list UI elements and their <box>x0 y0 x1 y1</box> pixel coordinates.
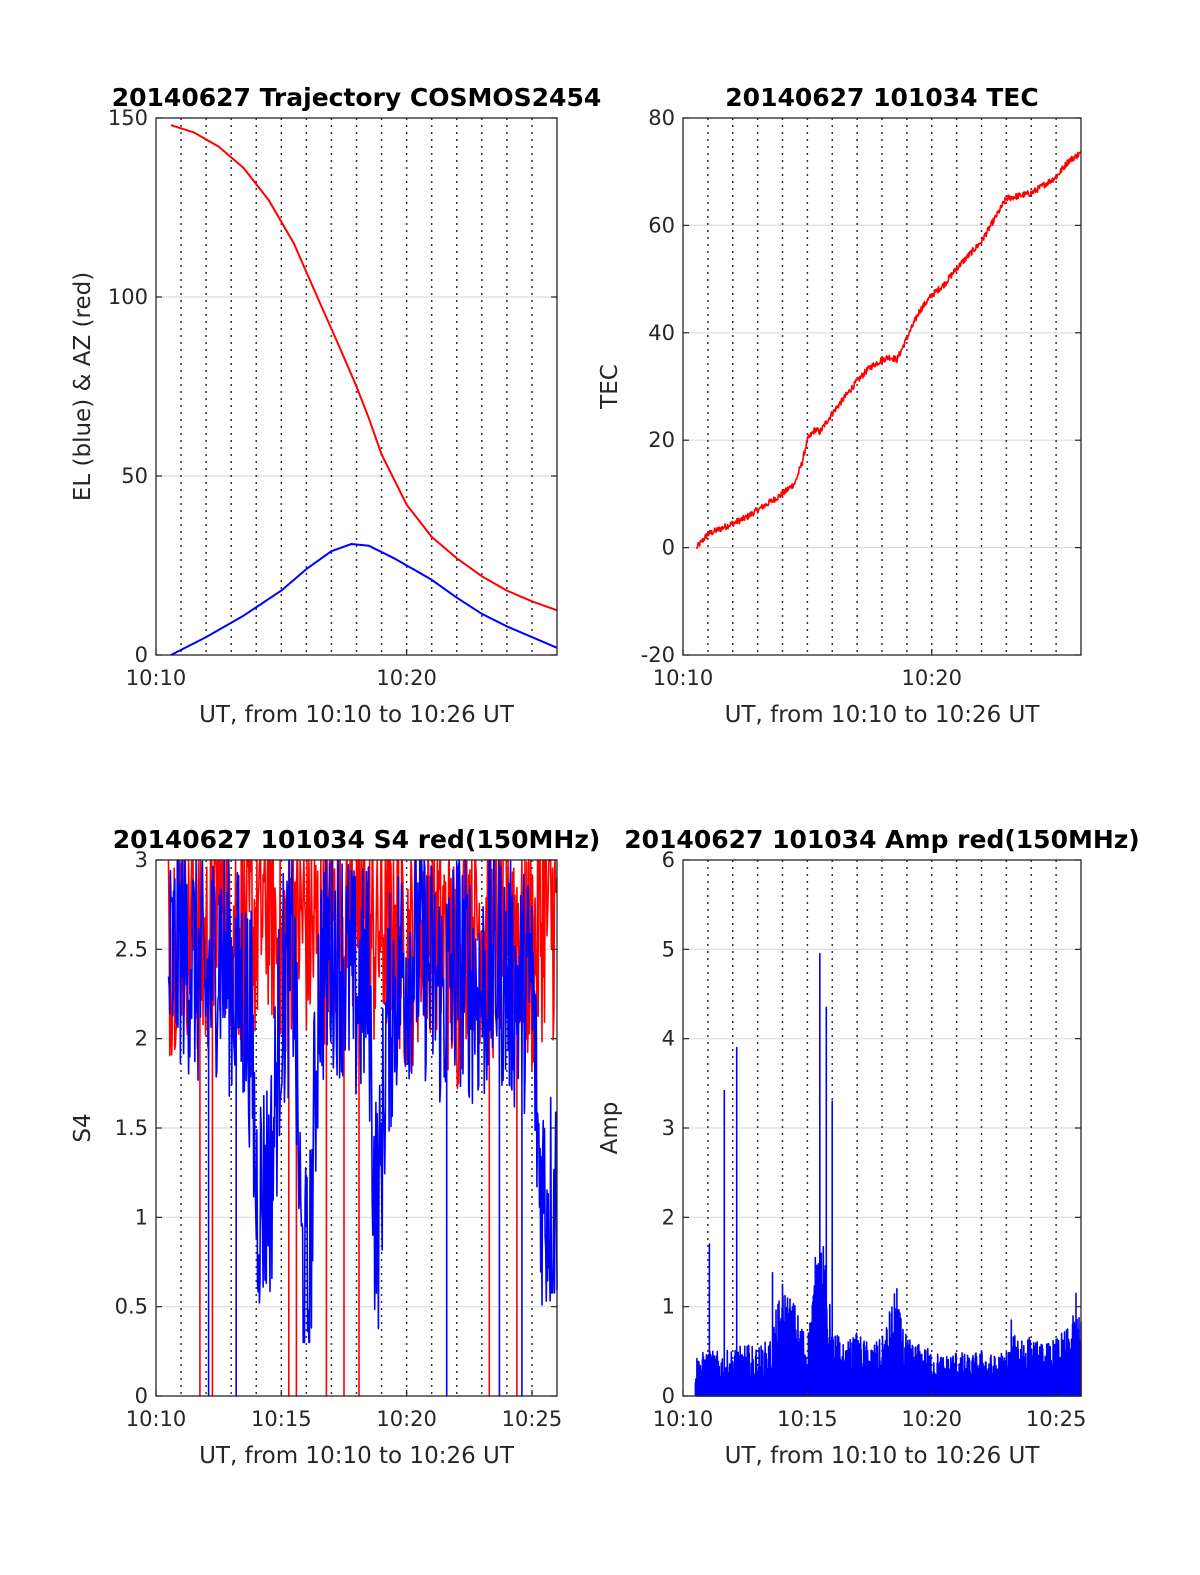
y-tick-label: 20 <box>648 428 675 452</box>
x-tick-label: 10:10 <box>126 666 187 690</box>
y-tick-label: 3 <box>662 1116 675 1140</box>
y-tick-label: 3 <box>135 848 148 872</box>
y-tick-label: 0.5 <box>115 1295 148 1319</box>
y-tick-label: 80 <box>648 106 675 130</box>
x-tick-label: 10:10 <box>653 666 714 690</box>
y-tick-label: 2.5 <box>115 937 148 961</box>
series-line-1 <box>170 124 558 612</box>
y-tick-label: 5 <box>662 937 675 961</box>
y-tick-label: 0 <box>662 536 675 560</box>
x-axis-label: UT, from 10:10 to 10:26 UT <box>725 1443 1041 1469</box>
chart-title: 20140627 Trajectory COSMOS2454 <box>112 83 602 112</box>
x-tick-label: 10:20 <box>901 1407 962 1431</box>
x-tick-label: 10:25 <box>1026 1407 1087 1431</box>
x-axis-label: UT, from 10:10 to 10:26 UT <box>725 702 1041 728</box>
x-tick-label: 10:10 <box>126 1407 187 1431</box>
x-tick-label: 10:20 <box>901 666 962 690</box>
x-tick-label: 10:15 <box>777 1407 838 1431</box>
chart-title: 20140627 101034 Amp red(150MHz) <box>624 825 1140 854</box>
y-tick-label: 1 <box>662 1295 675 1319</box>
y-tick-label: 60 <box>648 213 675 237</box>
series-line-2 <box>170 543 558 656</box>
y-tick-label: 50 <box>121 464 148 488</box>
y-tick-label: 40 <box>648 321 675 345</box>
chart-panel-1: 0 50 100 150 10:10 10:20 20140627 Trajectory C… <box>70 83 601 728</box>
series-line-1 <box>694 953 1082 1397</box>
y-tick-label: 0 <box>135 1384 148 1408</box>
y-axis-label: Amp <box>597 1102 623 1155</box>
y-tick-label: 0 <box>135 643 148 667</box>
x-tick-label: 10:15 <box>251 1407 312 1431</box>
axis-box <box>682 117 1082 656</box>
y-tick-label: 100 <box>108 285 148 309</box>
y-tick-label: -20 <box>641 643 675 667</box>
x-tick-label: 10:25 <box>502 1407 563 1431</box>
y-axis-label: EL (blue) & AZ (red) <box>70 272 96 501</box>
x-tick-label: 10:10 <box>653 1407 714 1431</box>
y-tick-label: 2 <box>135 1027 148 1051</box>
x-tick-label: 10:20 <box>376 666 437 690</box>
x-axis-label: UT, from 10:10 to 10:26 UT <box>199 702 515 728</box>
y-tick-label: 0 <box>662 1384 675 1408</box>
chart-panel-2: -20 0 20 40 60 80 10:10 10:20 20140627 101034 TE… <box>597 83 1082 728</box>
chart-title: 20140627 101034 S4 red(150MHz) <box>113 825 601 854</box>
y-tick-label: 1.5 <box>115 1116 148 1140</box>
y-tick-label: 150 <box>108 106 148 130</box>
y-tick-label: 2 <box>662 1205 675 1229</box>
y-tick-label: 1 <box>135 1205 148 1229</box>
chart-panel-4: 0 1 2 3 4 5 6 10:10 10:15 10:20 10:25 20140627 1010… <box>597 825 1140 1469</box>
x-axis-label: UT, from 10:10 to 10:26 UT <box>199 1443 515 1469</box>
chart-title: 20140627 101034 TEC <box>725 83 1038 112</box>
x-tick-label: 10:20 <box>376 1407 437 1431</box>
y-axis-label: TEC <box>597 364 623 410</box>
axis-box <box>155 117 558 656</box>
y-axis-label: S4 <box>70 1113 96 1142</box>
chart-panel-3: 0 0.5 1 1.5 2 2.5 3 10:10 10:15 10:20 10:25 2014062… <box>70 825 600 1469</box>
y-tick-label: 4 <box>662 1027 675 1051</box>
y-tick-label: 6 <box>662 848 675 872</box>
series-line-1 <box>695 151 1082 550</box>
